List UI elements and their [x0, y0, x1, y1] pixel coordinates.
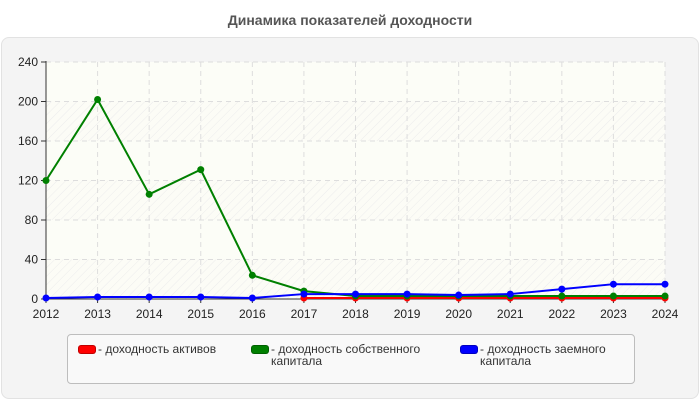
legend-label: - доходность собственного капитала [271, 342, 421, 368]
svg-text:2012: 2012 [33, 307, 60, 321]
legend-item-equity[interactable]: - доходность собственного капитала [251, 343, 420, 367]
legend-label: - доходность активов [98, 342, 217, 356]
svg-text:2013: 2013 [84, 307, 111, 321]
x-axis-ticks: 2012 2013 2014 2015 2016 2017 2018 2019 2020 2021… [33, 299, 679, 321]
data-series [42, 96, 669, 302]
svg-text:80: 80 [25, 213, 39, 227]
svg-text:40: 40 [25, 253, 39, 267]
svg-text:2017: 2017 [291, 307, 318, 321]
svg-text:2014: 2014 [136, 307, 163, 321]
svg-text:2021: 2021 [497, 307, 524, 321]
svg-text:2019: 2019 [394, 307, 421, 321]
svg-text:2016: 2016 [239, 307, 266, 321]
svg-text:2020: 2020 [445, 307, 472, 321]
svg-text:2018: 2018 [342, 307, 369, 321]
svg-text:2015: 2015 [187, 307, 214, 321]
svg-text:160: 160 [18, 134, 38, 148]
svg-text:200: 200 [18, 95, 38, 109]
legend-item-assets[interactable]: - доходность активов [78, 343, 216, 355]
gridlines [46, 61, 666, 299]
legend-swatch-icon [251, 345, 269, 354]
legend-swatch-icon [78, 345, 96, 354]
svg-text:2022: 2022 [548, 307, 575, 321]
svg-text:2024: 2024 [652, 307, 679, 321]
legend-item-debt[interactable]: - доходность заемного капитала [460, 343, 606, 367]
legend-label: - доходность заемного капитала [480, 342, 606, 368]
svg-text:120: 120 [18, 174, 38, 188]
svg-text:240: 240 [18, 55, 38, 69]
svg-text:0: 0 [31, 292, 38, 306]
chart-title: Динамика показателей доходности [227, 12, 473, 28]
y-axis-ticks: 0 40 80 120 160 200 240 [18, 55, 46, 306]
legend: - доходность активов - доходность собств… [67, 334, 635, 384]
svg-text:2023: 2023 [600, 307, 627, 321]
legend-swatch-icon [460, 345, 478, 354]
